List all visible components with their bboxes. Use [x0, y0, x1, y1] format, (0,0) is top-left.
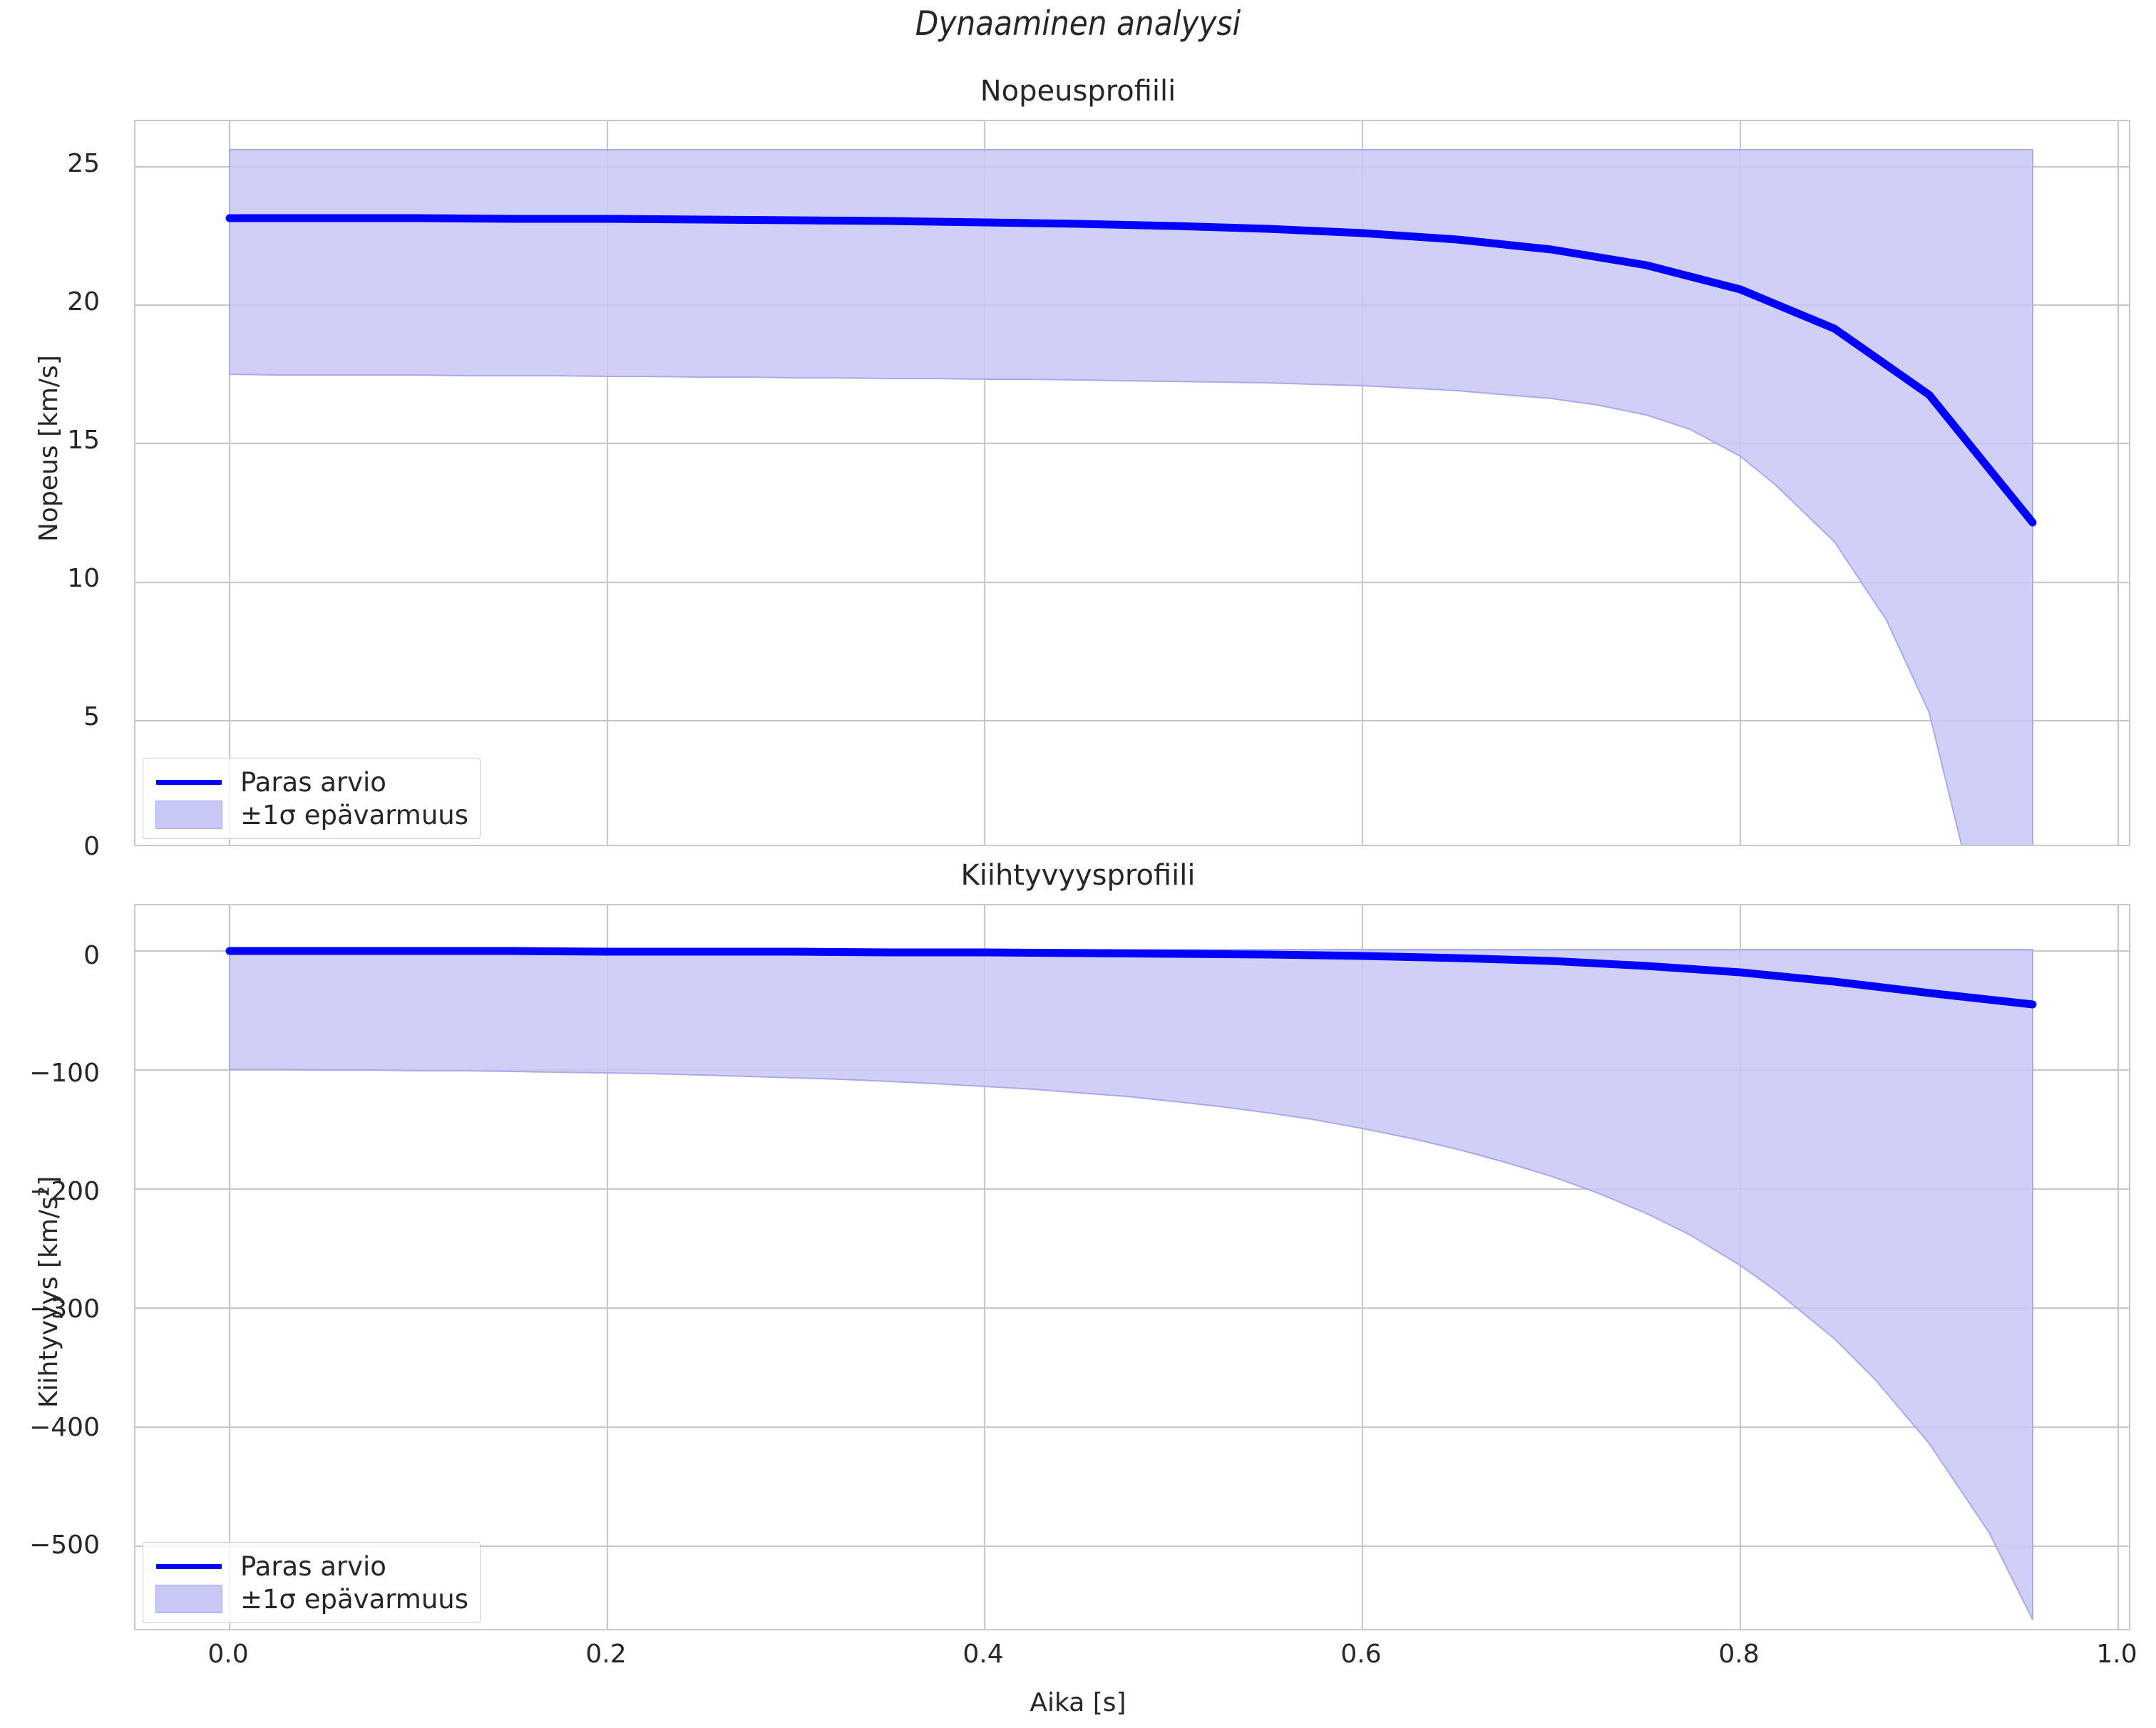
- legend-entry-uncertainty[interactable]: ±1σ epävarmuus: [153, 798, 468, 831]
- legend-line-swatch-icon: [153, 1563, 225, 1569]
- xtick-0.0: 0.0: [207, 1640, 249, 1669]
- legend-patch-swatch-icon: [153, 1585, 225, 1613]
- subplot2-ytick--200: −200: [29, 1177, 100, 1206]
- subplot1-uncertainty-band: [229, 149, 2033, 845]
- subplot2-legend[interactable]: Paras arvio ±1σ epävarmuus: [143, 1542, 481, 1623]
- xtick-0.4: 0.4: [962, 1640, 1004, 1669]
- subplot1-ytick-25: 25: [67, 149, 100, 178]
- subplot2-ylabel: Kiihtyvyys [km/s²]: [34, 1176, 63, 1408]
- xaxis-label: Aika [s]: [1030, 1688, 1126, 1717]
- subplot1-ytick-0: 0: [83, 832, 100, 861]
- legend-label-uncertainty: ±1σ epävarmuus: [240, 1583, 469, 1615]
- legend-entry-best-estimate[interactable]: Paras arvio: [153, 1550, 468, 1583]
- subplot2-title: Kiihtyvyysprofiili: [960, 859, 1196, 892]
- figure-suptitle: Dynaaminen analyysi: [915, 4, 1241, 43]
- subplot2-ytick-0: 0: [83, 941, 100, 970]
- subplot2-best-estimate-line: [225, 947, 2037, 1009]
- xtick-0.8: 0.8: [1718, 1640, 1760, 1669]
- legend-patch-swatch-icon: [153, 801, 225, 829]
- legend-label-best-estimate: Paras arvio: [240, 1550, 386, 1582]
- subplot2-ytick--500: −500: [29, 1531, 100, 1560]
- subplot1-canvas: [135, 121, 2129, 845]
- subplot1-ytick-20: 20: [67, 287, 100, 317]
- xtick-1.0: 1.0: [2096, 1640, 2137, 1669]
- subplot2-ytick--100: −100: [29, 1059, 100, 1088]
- subplot1-title: Nopeusprofiili: [980, 75, 1176, 108]
- legend-entry-uncertainty[interactable]: ±1σ epävarmuus: [153, 1583, 468, 1615]
- legend-entry-best-estimate[interactable]: Paras arvio: [153, 766, 468, 798]
- subplot1-ytick-10: 10: [67, 564, 100, 593]
- legend-label-best-estimate: Paras arvio: [240, 766, 386, 798]
- xtick-0.6: 0.6: [1340, 1640, 1382, 1669]
- subplot2-axes: Paras arvio ±1σ epävarmuus: [134, 904, 2130, 1630]
- subplot2-canvas: [135, 905, 2129, 1629]
- subplot2-ytick--300: −300: [29, 1295, 100, 1324]
- subplot2-ytick--400: −400: [29, 1413, 100, 1442]
- legend-label-uncertainty: ±1σ epävarmuus: [240, 799, 469, 830]
- xtick-0.2: 0.2: [585, 1640, 627, 1669]
- subplot1-ytick-15: 15: [67, 426, 100, 455]
- subplot1-axes: Paras arvio ±1σ epävarmuus: [134, 120, 2130, 846]
- subplot2-uncertainty-band: [229, 949, 2033, 1620]
- legend-line-swatch-icon: [153, 779, 225, 785]
- subplot1-ytick-5: 5: [83, 702, 100, 731]
- subplot1-legend[interactable]: Paras arvio ±1σ epävarmuus: [143, 758, 481, 839]
- subplot1-best-estimate-line: [225, 214, 2037, 527]
